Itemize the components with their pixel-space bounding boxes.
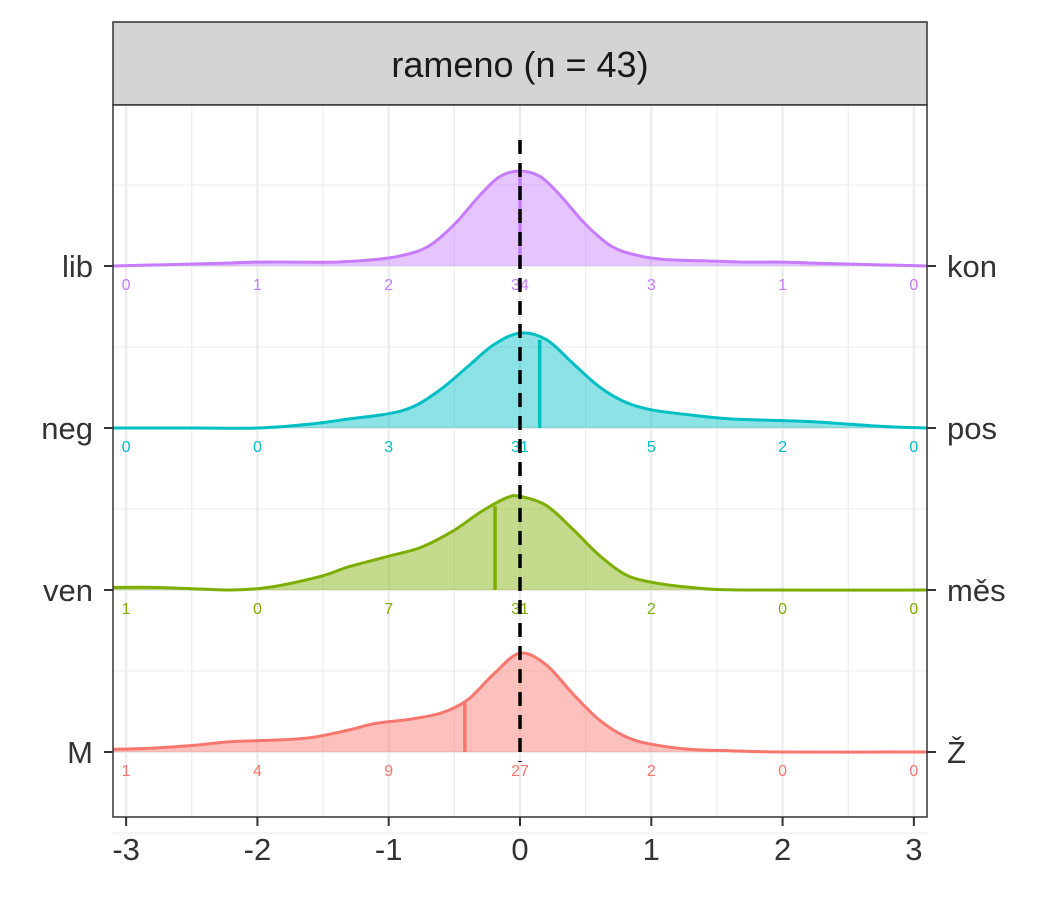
x-tick-label: -3	[112, 832, 140, 867]
count-label: 3	[384, 439, 393, 456]
density-line-M	[112, 651, 928, 754]
x-tick-label: -1	[375, 832, 403, 867]
y-label-left: ven	[43, 573, 93, 608]
y-label-right: Ž	[947, 735, 966, 770]
count-label: 0	[778, 763, 787, 780]
count-label: 9	[384, 763, 393, 780]
x-tick-label: 1	[643, 832, 660, 867]
count-label: 7	[384, 601, 393, 618]
count-label: 3	[647, 277, 656, 294]
count-label: 0	[909, 439, 918, 456]
count-label: 0	[909, 277, 918, 294]
count-label: 0	[909, 763, 918, 780]
count-label: 0	[253, 601, 262, 618]
count-label: 1	[778, 277, 787, 294]
count-label: 2	[647, 601, 656, 618]
count-label: 1	[122, 601, 131, 618]
x-tick-label: -2	[244, 832, 272, 867]
count-label: 1	[122, 763, 131, 780]
x-tick-label: 3	[905, 832, 922, 867]
y-label-left: M	[67, 735, 93, 770]
count-label: 4	[253, 763, 262, 780]
facet-strip: rameno (n = 43)	[112, 21, 928, 106]
count-label: 2	[778, 439, 787, 456]
count-label: 27	[511, 763, 529, 780]
count-label: 0	[122, 439, 131, 456]
y-label-left: lib	[62, 249, 93, 284]
count-label: 2	[384, 277, 393, 294]
density-line-ven	[112, 494, 928, 592]
x-tick-label: 2	[774, 832, 791, 867]
count-label: 1	[253, 277, 262, 294]
count-label: 5	[647, 439, 656, 456]
count-label: 0	[909, 601, 918, 618]
y-label-right: měs	[947, 573, 1006, 608]
count-labels: 14927200107312000033152001234310	[122, 277, 919, 780]
plot-panel: 14927200107312000033152001234310	[112, 104, 928, 834]
facet-strip-background	[112, 21, 928, 106]
facet-title: rameno (n = 43)	[391, 44, 648, 85]
count-label: 0	[778, 601, 787, 618]
count-label: 2	[647, 763, 656, 780]
x-tick-label: 0	[511, 832, 528, 867]
count-label: 0	[122, 277, 131, 294]
y-label-left: neg	[41, 411, 93, 446]
count-label: 0	[253, 439, 262, 456]
density-line-neg	[113, 331, 928, 430]
y-label-right: pos	[947, 411, 997, 446]
y-label-right: kon	[947, 249, 997, 284]
